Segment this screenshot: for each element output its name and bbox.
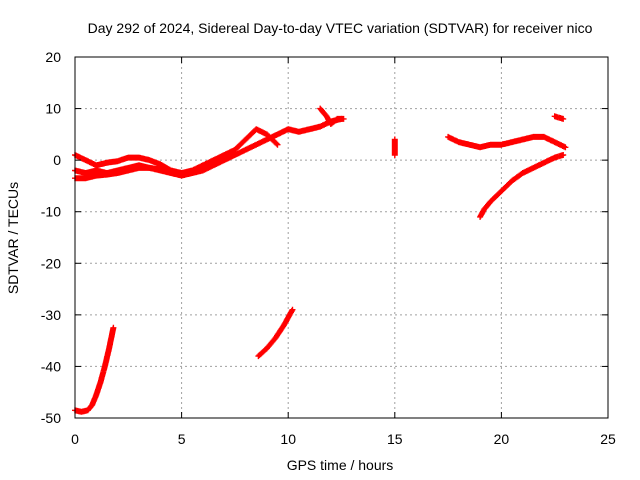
series-markers	[72, 324, 117, 415]
series-markers	[72, 115, 345, 179]
chart-title: Day 292 of 2024, Sidereal Day-to-day VTE…	[88, 20, 593, 36]
x-tick-label: 20	[494, 431, 510, 447]
series-markers	[255, 306, 296, 360]
series-track-d	[72, 324, 117, 415]
plot-frame	[74, 56, 609, 419]
axes: 0 5 10 15 20 25 20 10 0 -10 -20 -30 -40 -50	[41, 49, 616, 447]
series-markers	[317, 105, 347, 127]
y-tick-label: 0	[53, 152, 61, 168]
y-tick-label: 10	[45, 101, 61, 117]
y-tick-label: -40	[41, 358, 61, 374]
data-series	[72, 105, 569, 415]
series-track-i	[477, 152, 567, 220]
y-axis-label: SDTVAR / TECUs	[5, 182, 21, 294]
series-track-j	[551, 113, 567, 122]
x-tick-label: 10	[280, 431, 296, 447]
grid-lines	[75, 57, 608, 418]
y-tick-label: -20	[41, 255, 61, 271]
series-markers	[72, 126, 281, 176]
series-track-h	[445, 133, 569, 151]
series-track-b	[72, 115, 345, 179]
x-tick-label: 0	[71, 431, 79, 447]
series-markers	[391, 136, 398, 158]
series-track-e	[255, 306, 296, 360]
y-tick-label: -30	[41, 307, 61, 323]
y-tick-label: -50	[41, 410, 61, 426]
x-tick-label: 5	[178, 431, 186, 447]
x-tick-label: 25	[600, 431, 616, 447]
series-track-f	[317, 105, 347, 127]
x-tick-label: 15	[387, 431, 403, 447]
x-axis-label: GPS time / hours	[287, 457, 394, 473]
y-tick-label: -10	[41, 204, 61, 220]
series-markers	[445, 133, 569, 151]
series-track-g	[391, 136, 398, 158]
series-markers	[551, 113, 567, 122]
series-markers	[477, 152, 567, 220]
series-track-a	[72, 126, 281, 176]
y-tick-label: 20	[45, 49, 61, 65]
